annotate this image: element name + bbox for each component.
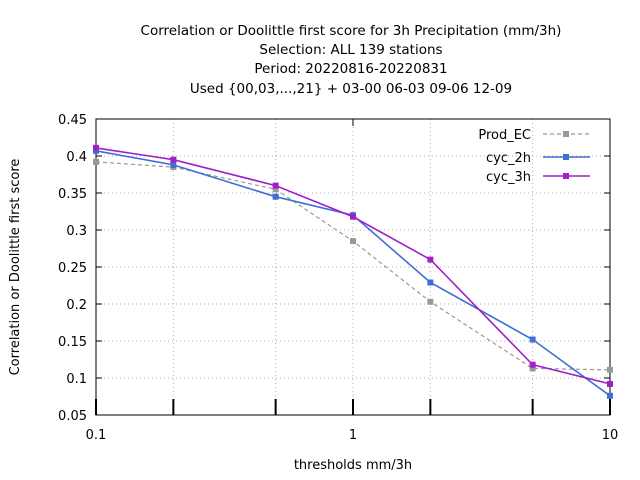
- title-line-2: Selection: ALL 139 stations: [259, 42, 442, 58]
- data-point: [427, 298, 434, 305]
- data-point: [350, 238, 356, 245]
- title-line-3: Period: 20220816-20220831: [254, 61, 447, 77]
- series-cyc_3h: [93, 144, 613, 387]
- legend-marker: [563, 131, 569, 137]
- data-point: [350, 213, 356, 220]
- data-point: [272, 182, 279, 189]
- legend-label: Prod_EC: [478, 128, 531, 143]
- y-tick-label: 0.1: [66, 372, 87, 387]
- x-tick-label: 1: [349, 428, 357, 443]
- x-tick-label: 10: [602, 428, 619, 443]
- x-tick-label: 0.1: [86, 428, 107, 443]
- data-point: [93, 144, 99, 151]
- legend-label: cyc_2h: [486, 151, 531, 166]
- y-tick-label: 0.25: [58, 261, 87, 276]
- data-point: [529, 336, 536, 343]
- data-point: [427, 256, 434, 263]
- title-line-1: Correlation or Doolittle first score for…: [141, 23, 562, 39]
- data-point: [607, 380, 613, 387]
- y-tick-label: 0.3: [66, 224, 87, 239]
- data-point: [427, 279, 434, 286]
- data-point: [272, 186, 279, 193]
- y-tick-label: 0.35: [58, 187, 87, 202]
- y-tick-label: 0.45: [58, 113, 87, 128]
- series-group: [93, 144, 613, 399]
- plot-frame: [95, 118, 611, 416]
- title-line-4: Used {00,03,...,21} + 03-00 06-03 09-06 …: [190, 81, 512, 97]
- legend-marker: [563, 173, 569, 179]
- series-cyc_2h: [93, 147, 613, 399]
- data-point: [529, 365, 536, 372]
- y-tick-label: 0.2: [66, 298, 87, 313]
- data-point: [529, 361, 536, 368]
- grid: [96, 119, 610, 415]
- legend-marker: [563, 154, 569, 160]
- legend: Prod_EC cyc_2h cyc_3h: [478, 128, 590, 185]
- data-point: [607, 366, 613, 373]
- y-axis-label: Correlation or Doolittle first score: [8, 159, 23, 376]
- data-point: [272, 193, 279, 200]
- y-tick-label: 0.05: [58, 409, 87, 424]
- data-point: [170, 161, 177, 168]
- y-tick-label: 0.4: [66, 150, 87, 165]
- x-axis-label: thresholds mm/3h: [294, 458, 412, 473]
- legend-label: cyc_3h: [486, 170, 531, 185]
- data-point: [607, 392, 613, 399]
- y-tick-label: 0.15: [58, 335, 87, 350]
- data-point: [170, 156, 177, 163]
- data-point: [93, 158, 99, 165]
- chart-title: Correlation or Doolittle first score for…: [141, 23, 562, 97]
- tick-labels: 0.05 0.1 0.15 0.2 0.25 0.3 0.35 0.4 0.45 0.1 1 10: [58, 113, 618, 443]
